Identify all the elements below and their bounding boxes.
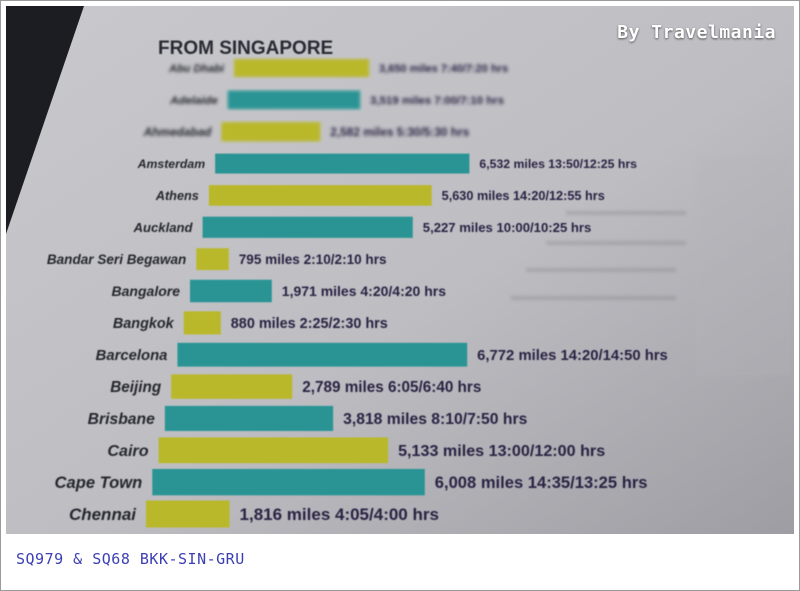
bar (215, 153, 470, 174)
bar (227, 90, 361, 110)
category-label: Abu Dhabi (168, 63, 225, 75)
data-label: 5,133 miles 13:00/12:00 hrs (398, 442, 605, 460)
photo-caption: SQ979 & SQ68 BKK-SIN-GRU (16, 550, 245, 568)
category-label: Barcelona (96, 348, 168, 364)
bar (234, 59, 370, 77)
chart-title: FROM SINGAPORE (158, 38, 333, 59)
data-label: 5,630 miles 14:20/12:55 hrs (442, 188, 605, 203)
data-label: 6,532 miles 13:50/12:25 hrs (479, 157, 637, 171)
category-label: Amsterdam (137, 157, 206, 171)
category-label: Cairo (107, 442, 148, 460)
category-label: Bangalore (112, 283, 181, 299)
category-label: Chennai (69, 505, 137, 524)
category-label: Athens (155, 188, 199, 203)
bar (177, 342, 468, 367)
data-label: 880 miles 2:25/2:30 hrs (231, 316, 388, 332)
bar (190, 279, 272, 303)
data-label: 3,519 miles 7:00/7:10 hrs (370, 95, 504, 107)
bar (164, 405, 334, 431)
bar (221, 122, 321, 142)
data-label: 1,816 miles 4:05/4:00 hrs (240, 505, 439, 524)
bar (183, 311, 221, 335)
bar (202, 216, 413, 238)
data-label: 3,650 miles 7:40/7:20 hrs (379, 63, 508, 75)
category-label: Brisbane (88, 411, 155, 428)
data-label: 2,789 miles 6:05/6:40 hrs (302, 379, 481, 396)
category-label: Adelaide (169, 95, 218, 107)
booklet-page: FROM SINGAPORE Abu Dhabi 3,650 miles 7:40… (6, 6, 794, 534)
bar (152, 468, 425, 496)
bar-chart: Abu Dhabi 3,650 miles 7:40/7:20 hrs Adelai… (47, 59, 668, 528)
data-label: 6,008 miles 14:35/13:25 hrs (435, 473, 648, 492)
bar (158, 437, 389, 464)
data-label: 2,582 miles 5:30/5:30 hrs (330, 125, 469, 139)
bar (196, 248, 229, 271)
category-label: Bangkok (113, 316, 175, 332)
data-label: 1,971 miles 4:20/4:20 hrs (282, 283, 446, 299)
bar (171, 374, 293, 399)
bar (208, 185, 432, 206)
data-label: 795 miles 2:10/2:10 hrs (239, 252, 387, 267)
category-label: Beijing (110, 379, 162, 396)
photo: FROM SINGAPORE Abu Dhabi 3,650 miles 7:40… (6, 6, 794, 534)
data-label: 3,818 miles 8:10/7:50 hrs (343, 411, 527, 428)
data-label: 6,772 miles 14:20/14:50 hrs (477, 348, 668, 364)
bar (146, 500, 230, 528)
category-label: Auckland (132, 220, 193, 235)
category-label: Ahmedabad (143, 125, 213, 139)
data-label: 5,227 miles 10:00/10:25 hrs (423, 220, 592, 235)
watermark: By Travelmania (617, 22, 776, 43)
category-label: Cape Town (55, 473, 143, 492)
paper-sheet (6, 6, 794, 534)
category-label: Bandar Seri Begawan (47, 252, 186, 267)
